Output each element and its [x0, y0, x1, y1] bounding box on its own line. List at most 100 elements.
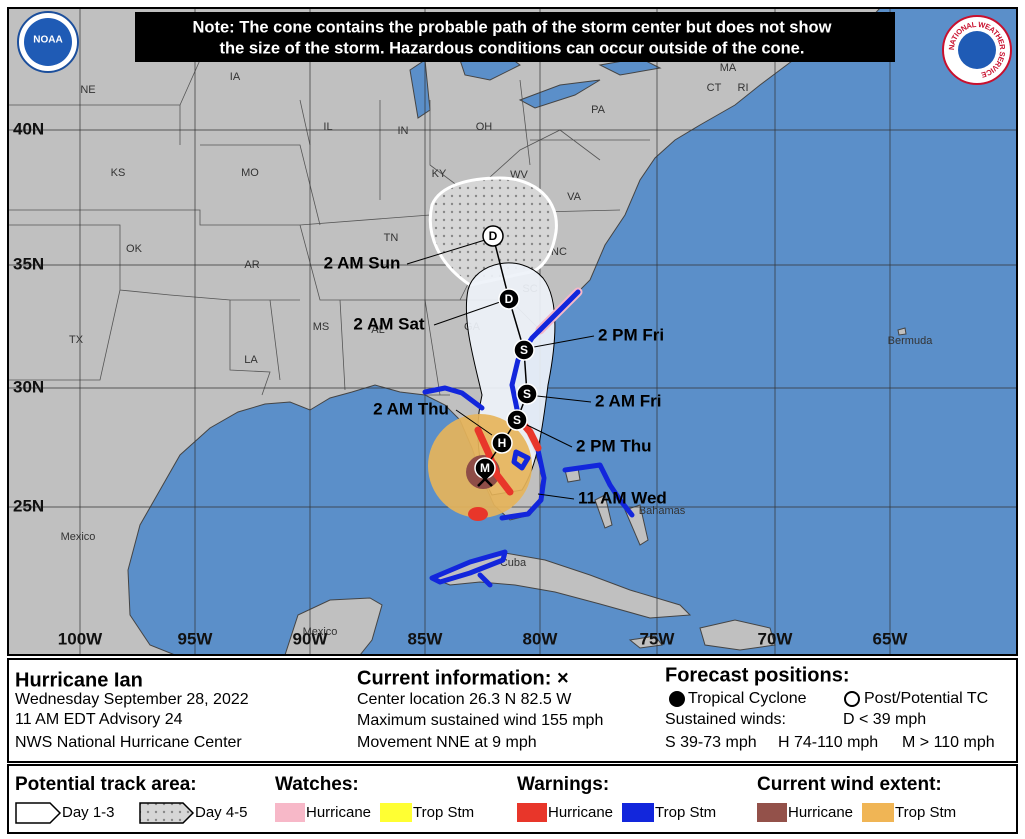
- current-center: [477, 471, 493, 487]
- forecast-time: 2 AM Thu: [373, 399, 449, 418]
- legend-swatch: [380, 803, 412, 822]
- longitude-label: 85W: [408, 629, 444, 648]
- forecast-point: [516, 383, 538, 405]
- label: H 74-110 mph: [778, 734, 878, 751]
- place-label: KY: [432, 168, 447, 180]
- legend-swatch: [622, 803, 654, 822]
- intensity-letter: S: [513, 413, 521, 427]
- place-label: NE: [80, 84, 95, 96]
- longitude-label: 95W: [178, 629, 214, 648]
- place-label: AR: [244, 259, 259, 271]
- cuba: [430, 552, 692, 619]
- noaa-logo-inner: [24, 18, 72, 66]
- forecast-time: 2 PM Thu: [576, 436, 652, 455]
- leader-line: [533, 335, 595, 348]
- legend-swatch: [517, 803, 547, 822]
- yucatan: [284, 597, 383, 655]
- longitude-label: 65W: [873, 629, 909, 648]
- place-label: MO: [241, 167, 259, 179]
- forecast-time: 2 PM Fri: [598, 325, 664, 344]
- label: Trop Stm: [655, 804, 716, 821]
- place-label: IA: [230, 71, 241, 83]
- great-lakes: [409, 49, 662, 119]
- intensity-letter: D: [489, 229, 498, 243]
- forecast-time: 11 AM Wed: [578, 488, 667, 507]
- bermuda: [897, 327, 907, 336]
- label: Hurricane: [548, 804, 613, 821]
- latitude-label: 35N: [13, 254, 44, 273]
- latitude-label: 40N: [13, 119, 44, 138]
- place-label: LA: [244, 354, 258, 366]
- forecast-point: [482, 225, 504, 247]
- intensity-letter: S: [520, 343, 528, 357]
- label: D < 39 mph: [843, 711, 926, 728]
- forecast-point: [498, 288, 520, 310]
- tropical-cyclone-symbol: [669, 691, 685, 707]
- map: 40N 35N 30N 25N 100W 95W 90W 85W 80W 75W 70W 65W NE I…: [8, 8, 1017, 655]
- storm-info: Wednesday September 28, 2022: [15, 691, 249, 708]
- place-label: OH: [476, 121, 493, 133]
- day-4-5-icon: [139, 802, 195, 824]
- leader-line: [433, 301, 501, 326]
- warning-hurricane-keys: [468, 507, 488, 521]
- note-box: [135, 12, 895, 62]
- post-potential-symbol: [844, 691, 860, 707]
- place-label: Bermuda: [888, 335, 934, 347]
- forecast-title: Forecast positions:: [665, 664, 849, 686]
- forecast-time: 2 AM Sun: [324, 253, 401, 272]
- place-label: TN: [384, 232, 399, 244]
- longitude-label: 75W: [640, 629, 676, 648]
- storm-title: Hurricane Ian: [15, 669, 143, 691]
- label: Trop Stm: [895, 804, 956, 821]
- place-label: MS: [313, 321, 330, 333]
- legend-swatch: [862, 803, 894, 822]
- place-label: PA: [591, 104, 606, 116]
- forecast-time: 2 AM Fri: [595, 391, 661, 410]
- leader-line: [536, 395, 592, 403]
- day-1-3-icon: [15, 802, 62, 824]
- place-label: CT: [707, 82, 722, 94]
- label: Hurricane: [306, 804, 371, 821]
- info-panel: [7, 658, 1018, 763]
- jamaica: [628, 635, 663, 649]
- current-info: Maximum sustained wind 155 mph: [357, 712, 603, 729]
- legend-swatch: [275, 803, 305, 822]
- label: Hurricane: [788, 804, 853, 821]
- forecast-point: [491, 432, 513, 454]
- label: Trop Stm: [413, 804, 474, 821]
- label: Post/Potential TC: [864, 690, 988, 707]
- label: Sustained winds:: [665, 711, 786, 728]
- place-label: NC: [551, 246, 567, 258]
- longitude-label: 80W: [523, 629, 559, 648]
- place-label: Bahamas: [639, 505, 686, 517]
- longitude-label: 100W: [58, 629, 103, 648]
- latitude-label: 25N: [13, 496, 44, 515]
- label: Warnings:: [517, 774, 609, 795]
- leader-line: [455, 409, 493, 436]
- label: Day 4-5: [195, 804, 248, 821]
- intensity-letter: H: [498, 436, 507, 450]
- forecast-point: [506, 409, 528, 431]
- intensity-letter: M: [480, 461, 490, 475]
- label: Potential track area:: [15, 774, 197, 795]
- current-title: Current information: ×: [357, 667, 569, 689]
- label: S 39-73 mph: [665, 734, 757, 751]
- map-frame: [7, 7, 1018, 656]
- storm-info: NWS National Hurricane Center: [15, 734, 242, 751]
- storm-info: 11 AM EDT Advisory 24: [15, 711, 183, 728]
- forecast-time: 2 AM Sat: [353, 314, 425, 333]
- noaa-logo-text: NOAA: [33, 35, 62, 46]
- place-label: TX: [69, 334, 84, 346]
- leader-line: [406, 239, 486, 265]
- leader-line: [526, 424, 573, 448]
- longitude-label: 90W: [293, 629, 329, 648]
- place-label: AL: [371, 324, 384, 336]
- nws-logo-inner: [958, 31, 996, 69]
- place-label: VA: [567, 191, 582, 203]
- forecast-point: [513, 339, 535, 361]
- place-label: OK: [126, 243, 143, 255]
- label: Tropical Cyclone: [688, 690, 807, 707]
- place-label: KS: [111, 167, 126, 179]
- place-label: Mexico: [303, 626, 338, 638]
